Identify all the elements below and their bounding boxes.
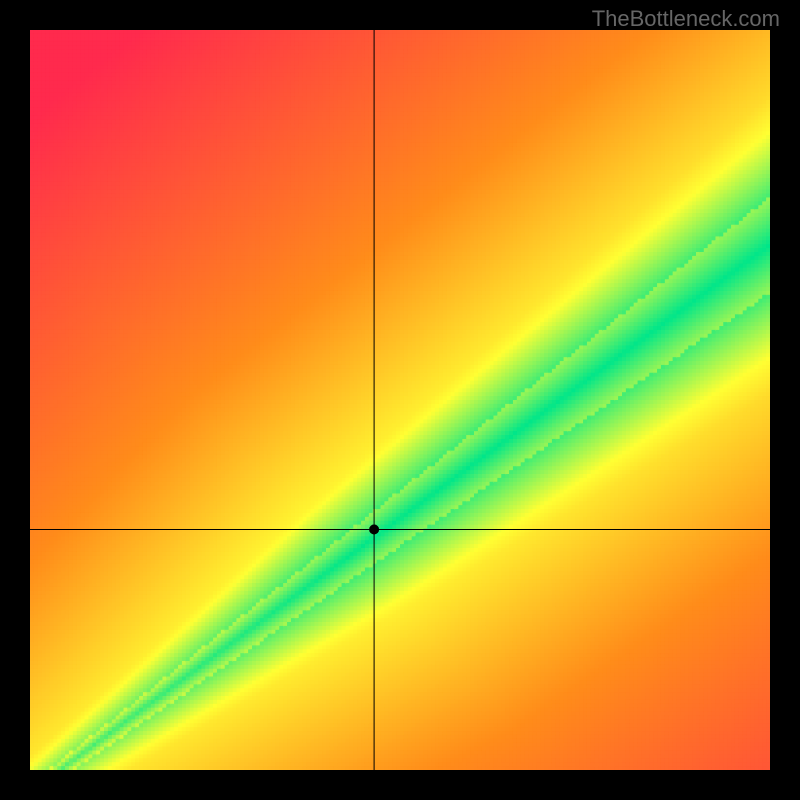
- chart-frame: [30, 30, 770, 770]
- chart-container: TheBottleneck.com: [0, 0, 800, 800]
- watermark-text: TheBottleneck.com: [592, 6, 780, 32]
- bottleneck-heatmap: [30, 30, 770, 770]
